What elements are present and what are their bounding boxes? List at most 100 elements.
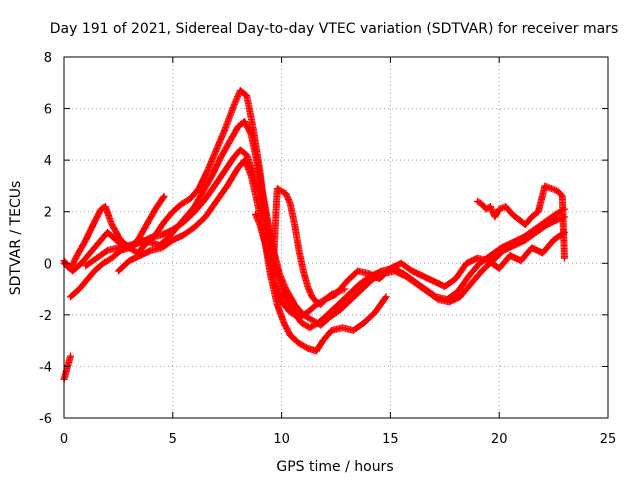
- data-point: [228, 140, 231, 144]
- data-point: [226, 184, 229, 188]
- data-point: [154, 207, 157, 211]
- data-point: [223, 169, 227, 172]
- data-point: [106, 249, 109, 252]
- data-point: [162, 195, 166, 198]
- y-tick-label: 8: [44, 51, 52, 66]
- data-point: [341, 326, 344, 329]
- data-point: [513, 244, 516, 247]
- data-point: [204, 215, 207, 219]
- data-point: [106, 231, 109, 234]
- data-point: [202, 189, 205, 193]
- data-point: [315, 349, 318, 353]
- data-point: [117, 269, 120, 273]
- series-track-3: [67, 87, 568, 321]
- data-point: [215, 148, 218, 152]
- y-tick-label: 2: [44, 206, 52, 221]
- data-point: [293, 303, 296, 306]
- data-point: [236, 166, 240, 170]
- data-point: [282, 321, 285, 324]
- data-point: [297, 342, 301, 345]
- data-point: [269, 274, 272, 278]
- data-point: [149, 236, 153, 239]
- data-point: [437, 298, 440, 301]
- data-point: [215, 182, 218, 185]
- data-point: [400, 262, 403, 265]
- data-point: [160, 246, 164, 250]
- data-point: [467, 274, 470, 278]
- data-point: [330, 329, 333, 332]
- data-point: [447, 300, 451, 304]
- data-point: [245, 153, 248, 157]
- data-point: [104, 205, 107, 208]
- data-point: [128, 244, 131, 247]
- data-point: [393, 269, 396, 273]
- data-point: [232, 156, 235, 159]
- data-point: [299, 321, 303, 324]
- series-track-7: [251, 185, 349, 309]
- data-point: [232, 104, 235, 108]
- data-point: [64, 370, 68, 373]
- x-tick-label: 10: [273, 432, 290, 447]
- data-point: [278, 272, 281, 275]
- data-point: [110, 223, 114, 226]
- data-point: [356, 269, 359, 273]
- data-point: [491, 259, 494, 262]
- data-point: [249, 174, 253, 177]
- data-point: [323, 298, 327, 301]
- data-point: [345, 280, 349, 283]
- series-track-8: [473, 182, 568, 262]
- data-point: [508, 254, 512, 257]
- data-point: [99, 207, 103, 211]
- data-point: [110, 256, 114, 260]
- data-point: [289, 202, 292, 206]
- data-point: [363, 321, 366, 324]
- data-point: [215, 200, 218, 203]
- data-point: [267, 254, 270, 257]
- data-point: [160, 233, 164, 237]
- data-point: [284, 192, 288, 195]
- data-point: [384, 295, 388, 299]
- data-point: [84, 238, 87, 242]
- data-point: [252, 128, 255, 131]
- data-point: [534, 231, 538, 234]
- chart-title: Day 191 of 2021, Sidereal Day-to-day VTE…: [50, 21, 618, 37]
- data-point: [456, 290, 460, 293]
- y-tick-label: -2: [39, 309, 52, 324]
- data-point: [67, 362, 70, 366]
- y-tick-label: 0: [44, 257, 52, 272]
- y-axis-title: SDTVAR / TECUs: [8, 181, 24, 296]
- x-axis-title: GPS time / hours: [276, 459, 393, 475]
- data-point: [239, 89, 242, 92]
- data-point: [556, 218, 560, 221]
- data-point: [223, 128, 227, 131]
- ticks-layer: 0 5 10 15 20 25 -6 -4 -2 0 2 4 6 8: [39, 51, 616, 447]
- data-point: [310, 318, 314, 322]
- data-point: [138, 254, 142, 257]
- data-point: [319, 303, 322, 306]
- data-point: [162, 220, 166, 224]
- data-point: [84, 264, 87, 268]
- data-point: [289, 334, 292, 337]
- series-track-2: [60, 192, 168, 272]
- data-point: [458, 295, 462, 299]
- data-point: [93, 269, 96, 273]
- data-point: [524, 223, 527, 226]
- data-point: [193, 210, 196, 213]
- data-point: [478, 262, 481, 265]
- y-tick-label: -6: [39, 412, 52, 427]
- y-tick-label: 6: [44, 103, 52, 118]
- data-point: [330, 293, 333, 296]
- data-point: [193, 225, 196, 229]
- data-point: [530, 215, 534, 219]
- data-point: [243, 120, 246, 123]
- data-point: [180, 202, 183, 206]
- data-point: [519, 259, 523, 262]
- data-point: [336, 290, 340, 293]
- data-point: [545, 223, 549, 226]
- plot-frame: [63, 56, 609, 419]
- data-point: [88, 251, 92, 255]
- data-point: [276, 187, 279, 190]
- data-point: [254, 213, 257, 216]
